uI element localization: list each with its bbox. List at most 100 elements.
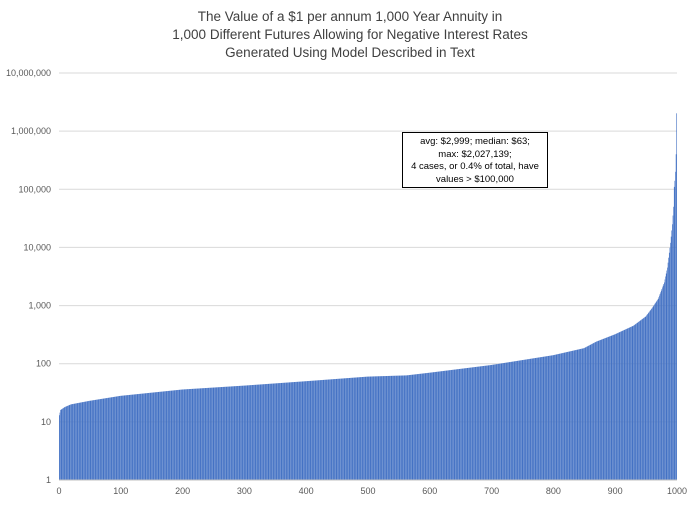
bar (568, 351, 570, 480)
bar (78, 402, 79, 480)
bar (623, 330, 624, 480)
bar (611, 335, 613, 480)
bar (463, 368, 465, 480)
bar (346, 378, 348, 480)
bar (548, 355, 550, 480)
bar (610, 335, 612, 480)
bar (331, 379, 333, 480)
bar (493, 364, 495, 480)
bar (310, 380, 312, 480)
bar (406, 375, 408, 480)
bar (520, 360, 521, 480)
bar (391, 375, 393, 480)
bar (486, 365, 487, 480)
bar (317, 380, 319, 480)
bar (174, 390, 176, 480)
bar (618, 332, 619, 480)
bar (294, 382, 296, 480)
bar (172, 390, 173, 480)
bar (337, 378, 339, 480)
bar (300, 381, 302, 480)
bar (71, 404, 72, 480)
bar (157, 391, 159, 480)
bar (115, 396, 117, 480)
bar (293, 382, 295, 480)
bar (280, 383, 281, 480)
bar (455, 369, 457, 480)
bar (62, 408, 63, 480)
bar (562, 353, 563, 480)
bar (513, 361, 514, 480)
bar (374, 376, 375, 480)
bar (147, 393, 148, 480)
bar (619, 332, 621, 480)
bar (401, 375, 403, 480)
bar (646, 314, 648, 480)
bar (373, 376, 375, 480)
bar (346, 378, 347, 480)
bar (524, 359, 525, 480)
bar (540, 357, 542, 480)
bar (353, 377, 355, 480)
bar (361, 377, 362, 480)
bar (169, 390, 170, 480)
bar (251, 385, 253, 480)
bar (437, 371, 439, 480)
bar (356, 377, 358, 480)
bar (424, 373, 425, 480)
bar (532, 358, 534, 480)
bar (136, 394, 138, 480)
bar (83, 401, 85, 480)
bar (519, 360, 521, 480)
bar (303, 381, 305, 480)
bar (502, 363, 503, 480)
bar (358, 377, 360, 480)
bar (647, 313, 648, 480)
bar (296, 381, 298, 480)
bar (603, 338, 605, 480)
bar (285, 382, 287, 480)
bar (130, 394, 132, 480)
bar (264, 384, 266, 480)
bar (80, 402, 82, 480)
bar (134, 394, 136, 480)
chart-title: The Value of a $1 per annum 1,000 Year A… (0, 8, 700, 62)
bar (477, 366, 479, 480)
bar (96, 399, 97, 480)
bar (256, 384, 258, 480)
bar (511, 361, 512, 480)
bar (94, 400, 95, 480)
bar (240, 385, 241, 480)
bar (652, 306, 654, 480)
bar (359, 377, 360, 480)
bar (549, 355, 551, 480)
bar (350, 377, 352, 480)
bar (83, 402, 84, 480)
bar (450, 370, 452, 480)
bar (279, 383, 281, 480)
bar (222, 386, 223, 480)
bar (87, 401, 89, 480)
bar (481, 366, 482, 480)
bar (195, 388, 197, 480)
bar (344, 378, 346, 480)
bar (352, 377, 354, 480)
bar (220, 387, 222, 480)
bar (449, 370, 451, 480)
bar (348, 377, 350, 480)
bar (371, 376, 373, 480)
bar (631, 326, 633, 480)
bar (130, 394, 131, 480)
bar (221, 387, 223, 480)
bar (222, 386, 224, 480)
bar (249, 385, 250, 480)
bar (225, 386, 227, 480)
bar (208, 387, 210, 480)
bar (579, 349, 580, 480)
bar (173, 390, 174, 480)
bar (676, 113, 678, 480)
bar (581, 348, 582, 480)
bar (462, 368, 464, 480)
bar (620, 331, 622, 480)
bar (372, 376, 373, 480)
